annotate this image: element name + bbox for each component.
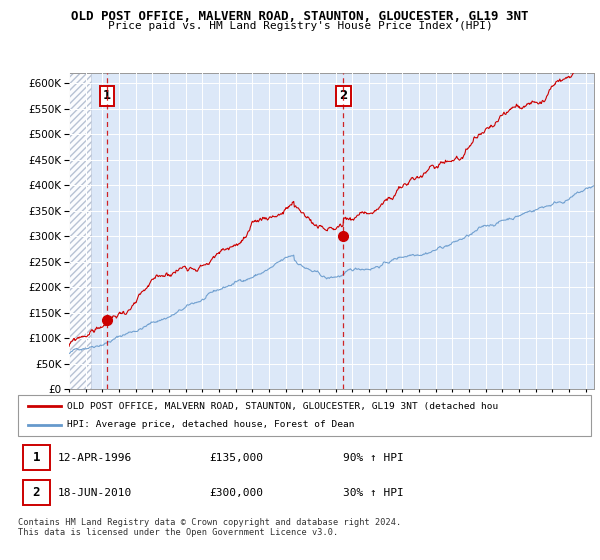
Text: OLD POST OFFICE, MALVERN ROAD, STAUNTON, GLOUCESTER, GL19 3NT (detached hou: OLD POST OFFICE, MALVERN ROAD, STAUNTON,… [67,402,498,410]
Text: HPI: Average price, detached house, Forest of Dean: HPI: Average price, detached house, Fore… [67,421,354,430]
Text: Price paid vs. HM Land Registry's House Price Index (HPI): Price paid vs. HM Land Registry's House … [107,21,493,31]
FancyBboxPatch shape [23,445,50,470]
Text: £300,000: £300,000 [209,488,263,498]
FancyBboxPatch shape [23,480,50,505]
Text: 30% ↑ HPI: 30% ↑ HPI [343,488,403,498]
Text: £135,000: £135,000 [209,453,263,463]
Text: 90% ↑ HPI: 90% ↑ HPI [343,453,403,463]
Text: Contains HM Land Registry data © Crown copyright and database right 2024.
This d: Contains HM Land Registry data © Crown c… [18,518,401,538]
FancyBboxPatch shape [18,395,591,436]
Text: OLD POST OFFICE, MALVERN ROAD, STAUNTON, GLOUCESTER, GL19 3NT: OLD POST OFFICE, MALVERN ROAD, STAUNTON,… [71,10,529,23]
Text: 1: 1 [32,451,40,464]
Text: 2: 2 [339,89,347,102]
Text: 12-APR-1996: 12-APR-1996 [58,453,133,463]
Text: 2: 2 [32,486,40,500]
Text: 1: 1 [103,89,111,102]
Text: 18-JUN-2010: 18-JUN-2010 [58,488,133,498]
